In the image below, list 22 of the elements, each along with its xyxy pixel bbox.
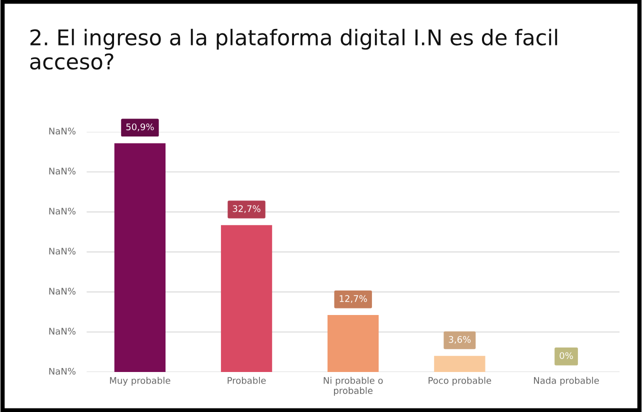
data-label: 32,7% [232,205,260,214]
x-tick-label: Poco probable [428,376,492,386]
data-label: 12,7% [340,295,367,303]
text: NaN% [49,248,76,255]
bar [328,314,379,372]
x-tick-label: Ni probable o probable [324,376,383,396]
text: NaN% [49,288,76,295]
text: NaN% [49,328,76,335]
data-label: 3,6% [448,336,471,344]
bar [434,356,486,372]
text: NaN% [49,208,76,215]
x-tick-label: Muy probable [110,376,170,386]
x-tick-label: Probable [228,376,266,384]
data-label: 0% [560,352,573,360]
bar [220,225,272,372]
x-tick-label: Nada probable [534,376,599,386]
text: NaN% [49,128,76,134]
bar [114,143,166,372]
text: NaN% [49,368,76,375]
data-label: 50,9% [126,123,154,132]
chart-title: 2. El ingreso a la plataforma digital I.N es de facil acceso? [30,28,558,70]
text: NaN% [49,168,76,174]
